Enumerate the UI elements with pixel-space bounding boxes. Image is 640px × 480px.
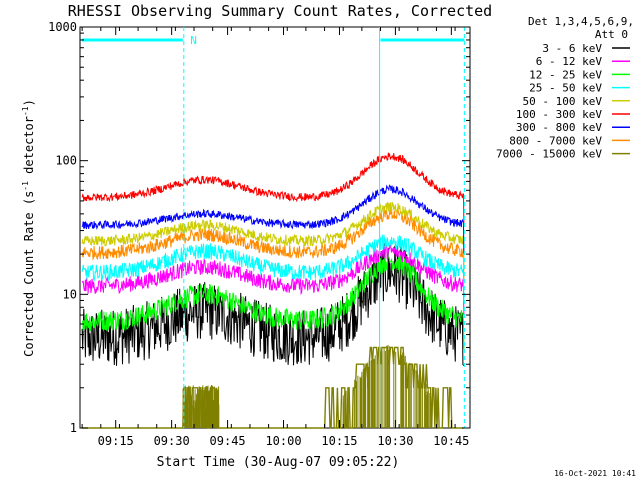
series-red-line	[81, 152, 465, 226]
timestamp: 16-Oct-2021 10:41	[554, 469, 636, 478]
x-tick-label: 09:15	[98, 434, 134, 448]
y-tick-label: 100	[55, 154, 77, 168]
legend-header-2: Att 0	[595, 28, 628, 41]
series-blue-line	[81, 184, 465, 254]
legend-label: 300 - 800 keV	[516, 121, 602, 134]
series-orange-line	[81, 206, 465, 282]
legend-label: 50 - 100 keV	[523, 95, 603, 108]
x-tick-label: 10:30	[377, 434, 413, 448]
series-cyan-line	[81, 234, 465, 302]
y-tick-label: 1	[70, 421, 77, 435]
series-black-line	[81, 243, 465, 367]
y-axis-label-sup1: -1	[21, 181, 30, 191]
series-magenta-line	[81, 244, 465, 315]
flag-layer: N	[82, 34, 465, 47]
x-axis-label: Start Time (30-Aug-07 09:05:22)	[157, 455, 400, 470]
y-axis-label: Corrected Count Rate (s-1 detector-1)	[21, 99, 36, 357]
x-tick-label: 09:45	[210, 434, 246, 448]
series-7000-15000-kev-steps	[82, 346, 464, 429]
legend-label: 6 - 12 keV	[536, 55, 603, 68]
legend-label: 12 - 25 keV	[529, 68, 602, 81]
y-tick-label: 10	[63, 287, 77, 301]
axis-layer: 1 10 100 1000 09:15 09:30 09:45 10:00 10:15 10:30…	[48, 20, 470, 448]
x-tick-label: 10:45	[433, 434, 469, 448]
ambient-series-layer	[82, 345, 464, 429]
y-axis-label-end: )	[22, 99, 36, 106]
legend-label: 25 - 50 keV	[529, 82, 602, 95]
legend-label: 3 - 6 keV	[542, 42, 602, 55]
legend-label: 800 - 7000 keV	[509, 134, 602, 147]
chart-title: RHESSI Observing Summary Count Rates, Co…	[68, 2, 492, 20]
flag-label: N	[190, 34, 197, 47]
y-tick-label: 1000	[48, 20, 77, 34]
series-layer	[81, 152, 465, 367]
legend-label: 100 - 300 keV	[516, 108, 602, 121]
x-tick-label: 09:30	[154, 434, 190, 448]
series-green-line	[81, 251, 465, 349]
y-axis-label-sup2: -1	[21, 106, 30, 116]
series-yellow-line	[81, 201, 465, 270]
y-axis-label-main: Corrected Count Rate (s	[22, 191, 36, 357]
marker-layer	[183, 27, 465, 428]
y-axis-label-mid: detector	[22, 116, 36, 181]
legend-label: 7000 - 15000 keV	[496, 148, 602, 161]
x-tick-label: 10:15	[321, 434, 357, 448]
x-tick-label: 10:00	[265, 434, 301, 448]
legend-header-1: Det 1,3,4,5,6,9,	[528, 15, 634, 28]
